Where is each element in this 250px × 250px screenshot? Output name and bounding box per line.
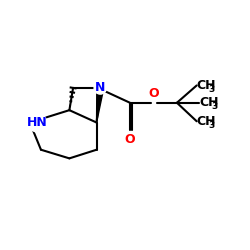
Text: 3: 3	[208, 85, 215, 94]
Text: CH: CH	[199, 96, 219, 109]
Circle shape	[28, 113, 47, 132]
Text: CH: CH	[197, 79, 216, 92]
Text: O: O	[149, 87, 160, 100]
Circle shape	[94, 82, 106, 94]
Polygon shape	[96, 88, 104, 122]
Text: N: N	[95, 82, 106, 94]
Text: O: O	[125, 133, 135, 146]
Text: HN: HN	[27, 116, 48, 129]
Text: CH: CH	[197, 115, 216, 128]
Text: 3: 3	[208, 121, 215, 130]
Text: 3: 3	[211, 102, 217, 111]
